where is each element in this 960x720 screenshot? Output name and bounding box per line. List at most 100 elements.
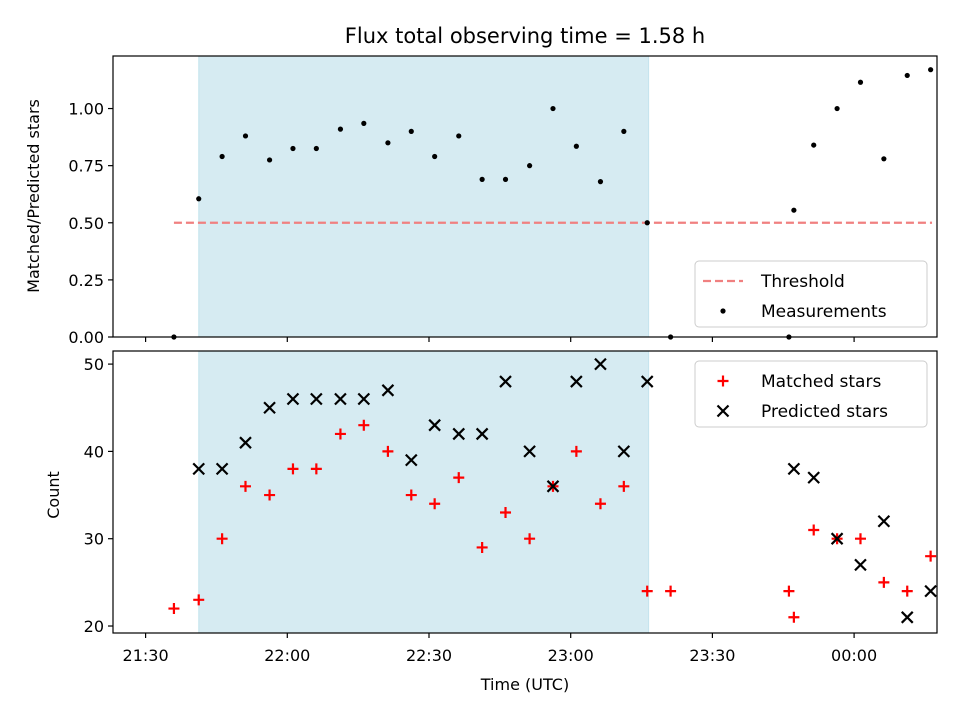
top-measurements-point (242, 133, 249, 139)
top-measurements-point (432, 153, 438, 160)
bottom-predicted-stars-point (357, 392, 371, 406)
top-measurements-point (881, 156, 887, 162)
bottom-predicted-stars-point (854, 558, 867, 572)
top-measurements-point (621, 128, 627, 134)
bottom-matched-stars-point (429, 498, 441, 510)
bottom-predicted-stars-point (215, 462, 229, 476)
bottom-legend: Matched stars Predicted stars (694, 360, 928, 428)
top-measurements-point (456, 133, 462, 139)
bottom-predicted-stars-point (428, 418, 441, 432)
legend-label: Predicted stars (761, 402, 888, 422)
top-measurements-point (527, 163, 533, 169)
top-measurements-point (313, 145, 319, 152)
top-measurements-point (857, 79, 864, 85)
top-y-axis-label: Matched/Predicted stars (24, 99, 43, 293)
bottom-legend-box (694, 360, 928, 428)
bottom-x-tick-label: 00:00 (831, 646, 877, 665)
bottom-x-tick-label: 22:00 (264, 646, 310, 665)
top-legend: Threshold Measurements (694, 260, 928, 328)
top-measurements-point (834, 105, 840, 112)
legend-measurements-swatch (720, 308, 726, 314)
bottom-matched-stars-point (500, 507, 512, 519)
top-measurements-point (385, 140, 391, 146)
top-measurements-point (928, 67, 934, 73)
bottom-predicted-stars-point (523, 445, 536, 458)
bottom-matched-stars-point (808, 524, 820, 536)
bottom-matched-stars-point (216, 533, 228, 545)
top-measurements-point (219, 153, 225, 160)
top-measurements-point (361, 120, 367, 126)
top-measurements-point (479, 176, 485, 182)
bottom-predicted-stars-point (192, 462, 206, 476)
bottom-matched-stars-point (665, 585, 677, 597)
bottom-x-tick-label: 21:30 (123, 646, 169, 665)
bottom-matched-stars-point (788, 611, 800, 623)
chart-title: Flux total observing time = 1.58 h (345, 24, 705, 48)
bottom-shaded-span (198, 350, 650, 634)
bottom-predicted-stars-point (286, 392, 300, 406)
top-shaded-span (198, 55, 650, 338)
bottom-matched-stars-point (405, 489, 417, 501)
top-axes-frame (112, 55, 938, 338)
legend-label: Threshold (760, 272, 845, 292)
bottom-predicted-stars-point (239, 436, 252, 449)
top-measurements-point (550, 105, 556, 112)
bottom-predicted-stars-point (787, 462, 801, 476)
bottom-matched-stars-point (878, 576, 890, 588)
bottom-x-tick-label: 23:00 (548, 646, 594, 665)
bottom-x-tick-label: 23:30 (689, 646, 735, 665)
top-measurements-point (644, 220, 650, 226)
top-y-tick-label: 0.50 (68, 214, 104, 233)
top-measurements-point (904, 72, 910, 79)
bottom-predicted-stars-point (334, 392, 347, 406)
top-y-tick-label: 0.00 (68, 328, 104, 347)
bottom-matched-stars-point (476, 541, 488, 553)
x-axis-label: Time (UTC) (480, 675, 569, 694)
bottom-y-axis-label: Count (44, 471, 63, 519)
legend-label: Matched stars (761, 372, 881, 392)
bottom-predicted-stars-point (310, 392, 323, 406)
bottom-predicted-stars-point (900, 611, 914, 624)
bottom-y-tick-label: 40 (84, 442, 104, 461)
bottom-predicted-stars-point (499, 375, 512, 388)
bottom-y-tick-label: 30 (84, 530, 104, 549)
bottom-matched-stars-point (925, 550, 937, 562)
bottom-predicted-stars-point (594, 357, 607, 371)
top-legend-box (694, 260, 928, 328)
bottom-matched-stars-point (382, 445, 394, 457)
bottom-matched-stars-point (193, 594, 205, 606)
top-measurements-point (290, 145, 296, 152)
bottom-predicted-stars-point (617, 445, 631, 458)
bottom-predicted-stars-point (924, 584, 937, 598)
bottom-matched-stars-point (641, 585, 653, 597)
bottom-predicted-stars-point (381, 384, 395, 397)
bottom-predicted-stars-point (807, 471, 820, 484)
legend-matched-swatch (717, 375, 729, 387)
top-measurements-point (811, 142, 817, 148)
bottom-predicted-stars-point (263, 401, 276, 415)
legend-predicted-swatch (716, 404, 730, 418)
bottom-y-tick-label: 20 (84, 617, 104, 636)
bottom-matched-stars-point (168, 603, 180, 615)
bottom-matched-stars-point (287, 463, 299, 475)
bottom-matched-stars-point (358, 419, 370, 431)
bottom-matched-stars-point (901, 585, 913, 597)
bottom-panel: 20 30 40 50 21:30 22:00 22:30 23:00 23:30 00:00 C… (44, 350, 938, 694)
bottom-predicted-stars-point (570, 375, 583, 388)
bottom-predicted-stars-point (405, 453, 418, 467)
bottom-matched-stars-point (594, 498, 606, 510)
bottom-x-tick-label: 22:30 (406, 646, 452, 665)
bottom-axes-frame (112, 350, 938, 634)
legend-label: Measurements (761, 302, 887, 322)
bottom-matched-stars-point (854, 533, 866, 545)
top-panel: 0.00 0.25 0.50 0.75 1.00 Matched/Predicted s… (24, 55, 938, 347)
bottom-matched-stars-point (239, 480, 251, 492)
bottom-matched-stars-point (783, 585, 795, 597)
top-y-tick-label: 0.75 (68, 157, 104, 176)
bottom-predicted-stars-point (830, 532, 844, 545)
bottom-matched-stars-point (310, 463, 322, 475)
top-measurements-point (597, 179, 604, 185)
top-y-tick-label: 0.25 (68, 271, 104, 290)
top-measurements-point (573, 143, 579, 149)
top-measurements-point (408, 128, 414, 134)
